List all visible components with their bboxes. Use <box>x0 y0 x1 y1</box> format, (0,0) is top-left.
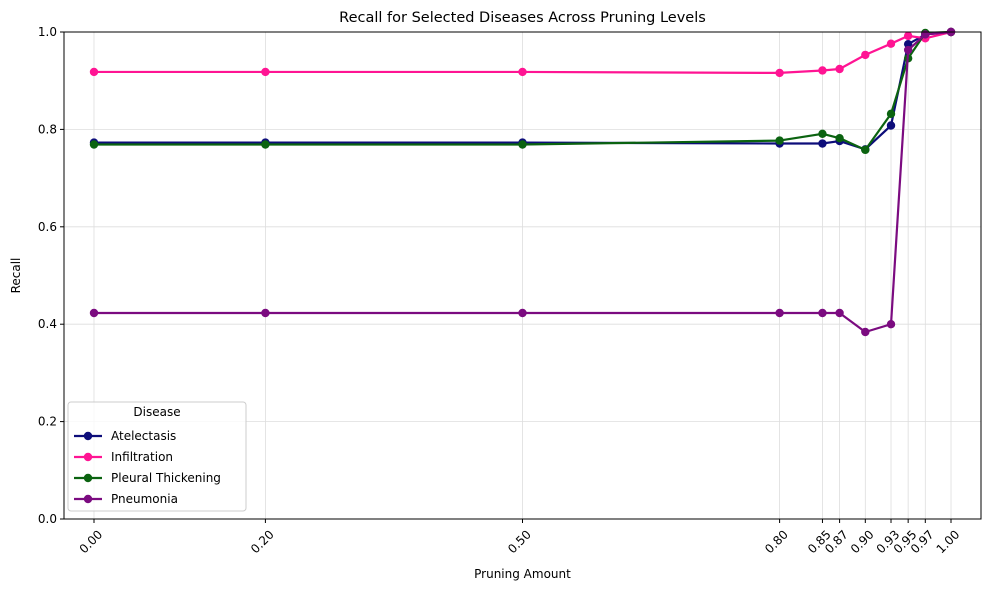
data-point-pleural-thickening <box>835 133 844 143</box>
legend-item-pneumonia: Pneumonia <box>74 492 178 506</box>
data-point-pleural-thickening <box>89 140 99 149</box>
data-point-pneumonia <box>835 308 844 318</box>
legend-box <box>67 401 247 512</box>
y-axis-label: Recall <box>9 258 23 294</box>
y-tick-label: 1.0 <box>38 25 57 39</box>
y-tick-label: 0.0 <box>38 512 57 526</box>
chart-title: Recall for Selected Diseases Across Prun… <box>339 10 706 26</box>
data-point-pleural-thickening <box>775 136 784 145</box>
data-point-pneumonia <box>886 320 896 329</box>
legend-label: Pleural Thickening <box>111 471 221 485</box>
legend-entries: Atelectasis Infiltration Pleural Thickenin… <box>74 429 221 506</box>
legend-swatch-marker <box>83 494 93 504</box>
data-point-pleural-thickening <box>261 140 270 149</box>
data-point-infiltration <box>835 64 844 74</box>
data-point-pneumonia <box>903 45 913 55</box>
data-point-pleural-thickening <box>518 140 527 149</box>
data-point-pneumonia <box>261 308 270 318</box>
data-point-pneumonia <box>921 30 930 39</box>
data-point-infiltration <box>89 67 99 77</box>
y-tick-label: 0.8 <box>38 122 57 136</box>
legend-item-atelectasis: Atelectasis <box>74 429 176 443</box>
legend-swatch-marker <box>83 431 93 441</box>
y-tick-label: 0.6 <box>38 220 57 234</box>
legend-label: Infiltration <box>111 450 173 464</box>
data-point-pneumonia <box>89 308 99 318</box>
legend: Disease Atelectasis Infiltration Pleural T… <box>67 401 247 512</box>
data-point-infiltration <box>861 50 870 60</box>
data-point-atelectasis <box>903 39 913 49</box>
data-point-infiltration <box>886 39 896 48</box>
series-group <box>89 27 956 337</box>
data-point-pleural-thickening <box>886 109 896 119</box>
data-point-infiltration <box>775 68 784 78</box>
data-point-pneumonia <box>818 308 827 318</box>
legend-item-infiltration: Infiltration <box>74 450 173 464</box>
data-point-infiltration <box>261 67 270 77</box>
legend-label: Pneumonia <box>111 492 178 506</box>
data-point-atelectasis <box>886 121 896 130</box>
legend-swatch-marker <box>83 473 93 483</box>
data-point-pleural-thickening <box>861 145 870 155</box>
legend-label: Atelectasis <box>111 429 176 443</box>
data-point-pneumonia <box>775 308 784 318</box>
y-tick-label: 0.2 <box>38 415 57 429</box>
data-point-infiltration <box>518 67 527 77</box>
data-point-atelectasis <box>818 139 827 148</box>
data-point-pleural-thickening <box>818 129 827 138</box>
data-point-infiltration <box>903 31 913 41</box>
x-axis-label: Pruning Amount <box>474 567 571 581</box>
data-point-pneumonia <box>518 308 527 318</box>
legend-swatch-marker <box>83 452 93 462</box>
y-tick-label: 0.4 <box>38 317 57 331</box>
legend-title: Disease <box>133 405 180 419</box>
data-point-infiltration <box>818 66 827 75</box>
data-point-pneumonia <box>861 327 870 337</box>
legend-item-pleural-thickening: Pleural Thickening <box>74 471 221 485</box>
